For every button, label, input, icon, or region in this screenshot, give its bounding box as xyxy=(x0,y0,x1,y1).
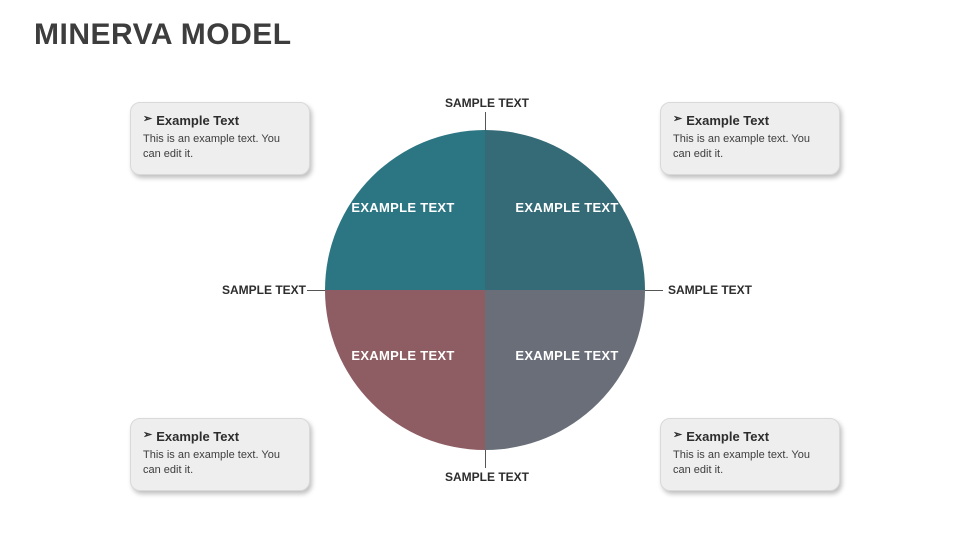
callout-body: This is an example text. You can edit it… xyxy=(143,448,297,478)
callout-body: This is an example text. You can edit it… xyxy=(673,448,827,478)
callout-body: This is an example text. You can edit it… xyxy=(673,132,827,162)
axis-label-bottom: SAMPLE TEXT xyxy=(445,470,529,484)
callout-heading: ➢ Example Text xyxy=(673,429,827,444)
bullet-icon: ➢ xyxy=(143,430,152,441)
callout-heading: ➢ Example Text xyxy=(143,113,297,128)
quadrant-label-bottom-left: EXAMPLE TEXT xyxy=(343,348,463,364)
bullet-icon: ➢ xyxy=(673,114,682,125)
axis-label-left: SAMPLE TEXT xyxy=(222,283,306,297)
quadrant-label-top-right: EXAMPLE TEXT xyxy=(507,200,627,216)
callout-heading: ➢ Example Text xyxy=(143,429,297,444)
axis-label-right: SAMPLE TEXT xyxy=(668,283,752,297)
callout-bottom-left: ➢ Example Text This is an example text. … xyxy=(130,418,310,491)
quadrant-label-top-left: EXAMPLE TEXT xyxy=(343,200,463,216)
bullet-icon: ➢ xyxy=(143,114,152,125)
callout-body: This is an example text. You can edit it… xyxy=(143,132,297,162)
quadrant-label-bottom-right: EXAMPLE TEXT xyxy=(507,348,627,364)
callout-heading-text: Example Text xyxy=(156,429,239,444)
callout-top-left: ➢ Example Text This is an example text. … xyxy=(130,102,310,175)
callout-top-right: ➢ Example Text This is an example text. … xyxy=(660,102,840,175)
bullet-icon: ➢ xyxy=(673,430,682,441)
callout-bottom-right: ➢ Example Text This is an example text. … xyxy=(660,418,840,491)
callout-heading-text: Example Text xyxy=(686,113,769,128)
quadrant-circle xyxy=(325,130,645,450)
callout-heading-text: Example Text xyxy=(686,429,769,444)
axis-label-top: SAMPLE TEXT xyxy=(445,96,529,110)
quadrant-bottom-left xyxy=(325,290,485,450)
diagram-stage: EXAMPLE TEXT EXAMPLE TEXT EXAMPLE TEXT E… xyxy=(0,0,960,540)
callout-heading: ➢ Example Text xyxy=(673,113,827,128)
callout-heading-text: Example Text xyxy=(156,113,239,128)
quadrant-bottom-right xyxy=(485,290,645,450)
